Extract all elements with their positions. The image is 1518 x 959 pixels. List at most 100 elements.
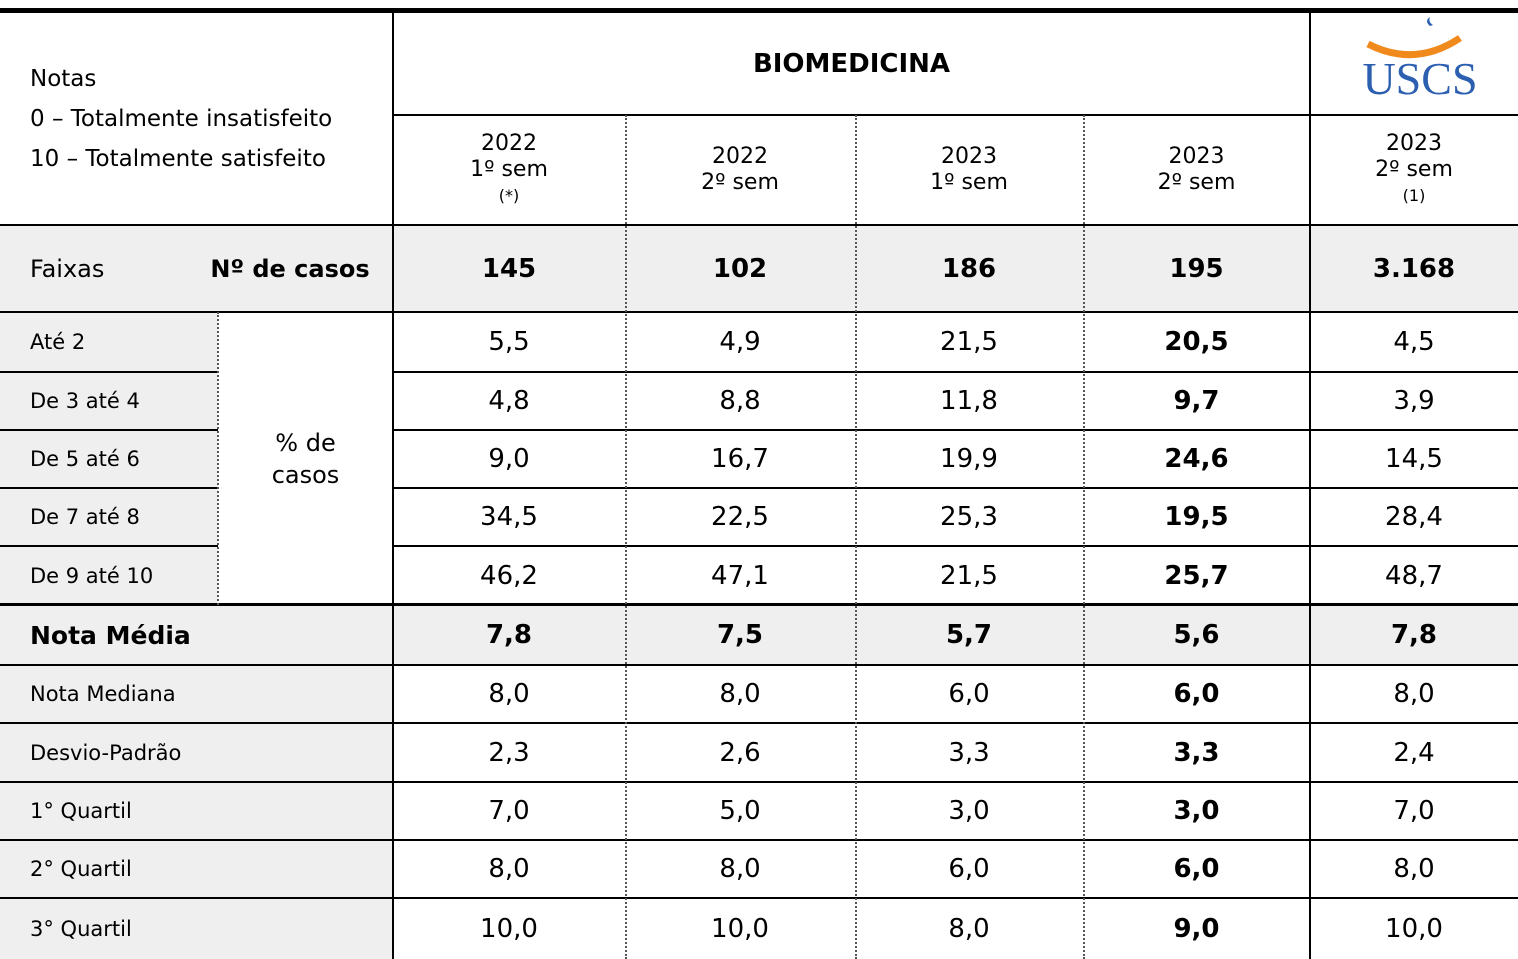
rule [0, 664, 1518, 666]
column-header: 2022 1º sem (*) [393, 115, 625, 225]
stat-value: 5,7 [945, 620, 993, 650]
column-note: (1) [1402, 186, 1426, 205]
stat-value: 6,0 [1173, 854, 1220, 884]
rule [0, 487, 218, 489]
rule [393, 429, 1518, 431]
dotted-rule [1083, 115, 1085, 959]
column-semester: 2º sem [701, 170, 779, 195]
range-value: 4,8 [488, 386, 530, 416]
stat-value: 2,6 [719, 737, 761, 768]
range-value: 47,1 [711, 560, 769, 591]
stat-value: 5,0 [719, 796, 761, 826]
dotted-rule [625, 115, 627, 959]
rule [393, 545, 1518, 547]
rule [393, 114, 1518, 116]
stat-label: 1° Quartil [0, 782, 393, 840]
stat-value: 8,0 [719, 679, 761, 709]
range-value: 19,9 [940, 444, 998, 474]
stat-value: 8,0 [488, 854, 530, 884]
range-value: 22,5 [711, 502, 769, 532]
stat-label: 3° Quartil [0, 898, 393, 959]
rule [393, 487, 1518, 489]
cases-sublabel: Nº de casos [210, 254, 370, 283]
column-header: 2023 1º sem [855, 115, 1083, 225]
stat-value: 10,0 [1385, 913, 1443, 944]
notes-legend: Notas 0 – Totalmente insatisfeito 10 – T… [0, 12, 393, 225]
stat-value: 7,8 [1390, 620, 1438, 650]
range-value: 16,7 [711, 444, 769, 474]
range-value: 19,5 [1164, 502, 1229, 532]
stat-value: 2,3 [488, 737, 530, 768]
stat-value: 2,4 [1393, 737, 1435, 768]
cases-label: Faixas [30, 254, 105, 283]
dotted-rule [217, 312, 219, 605]
rule [0, 839, 1518, 841]
range-value: 3,9 [1393, 386, 1435, 416]
cases-value: 102 [712, 253, 768, 284]
stat-label: Desvio-Padrão [0, 723, 393, 782]
rule [0, 371, 218, 373]
stat-value: 6,0 [1173, 679, 1220, 709]
rule [0, 781, 1518, 783]
dotted-rule [855, 115, 857, 959]
range-label: De 9 até 10 [0, 546, 218, 605]
stat-value: 8,0 [948, 913, 990, 944]
stat-value: 8,0 [488, 679, 530, 709]
range-group-label: % de casos [271, 428, 340, 489]
rule [0, 603, 1518, 606]
rule [0, 429, 218, 431]
stat-value: 7,0 [1393, 796, 1435, 826]
cases-value: 195 [1169, 253, 1224, 284]
cases-value: 186 [941, 253, 997, 284]
range-value: 9,0 [488, 444, 530, 474]
range-label: De 5 até 6 [0, 430, 218, 488]
range-label: Até 2 [0, 312, 218, 372]
column-header: 2022 2º sem [625, 115, 855, 225]
stat-value: 8,0 [1393, 679, 1435, 709]
rule [392, 10, 394, 959]
range-value: 48,7 [1385, 560, 1443, 591]
row-bg [0, 225, 1518, 312]
column-header: 2023 2º sem [1083, 115, 1310, 225]
stat-value: 7,0 [488, 796, 530, 826]
rule [0, 897, 1518, 899]
range-value: 8,8 [719, 386, 761, 416]
range-value: 21,5 [940, 327, 998, 357]
range-label: De 3 até 4 [0, 372, 218, 430]
range-value: 25,3 [940, 502, 998, 532]
column-header: 2023 2º sem (1) [1310, 115, 1518, 225]
column-year: 2022 [481, 131, 537, 156]
range-value: 4,5 [1393, 327, 1435, 357]
stat-value: 10,0 [711, 913, 769, 944]
range-value: 11,8 [940, 386, 998, 416]
rule [393, 371, 1518, 373]
logo-arc [1366, 35, 1462, 59]
range-value: 20,5 [1164, 327, 1229, 357]
stat-label: 2° Quartil [0, 840, 393, 898]
range-value: 9,7 [1173, 386, 1220, 416]
stat-label: Nota Mediana [0, 665, 393, 723]
notes-line: 0 – Totalmente insatisfeito [30, 105, 333, 132]
range-value: 25,7 [1164, 560, 1229, 591]
range-value: 5,5 [488, 327, 530, 357]
column-year: 2022 [712, 144, 768, 169]
range-value: 4,9 [719, 327, 761, 357]
stat-value: 3,3 [1173, 737, 1220, 768]
stat-value: 3,0 [948, 796, 990, 826]
range-label: De 7 até 8 [0, 488, 218, 546]
column-year: 2023 [941, 144, 997, 169]
stat-value: 6,0 [948, 679, 990, 709]
stat-value: 5,6 [1173, 620, 1220, 650]
stat-value: 8,0 [1393, 854, 1435, 884]
range-value: 21,5 [940, 560, 998, 591]
column-semester: 1º sem [470, 157, 548, 182]
stat-value: 9,0 [1173, 913, 1220, 944]
stat-value: 3,0 [1173, 796, 1220, 826]
stat-value: 6,0 [948, 854, 990, 884]
column-year: 2023 [1386, 131, 1442, 156]
stat-value: 10,0 [480, 913, 538, 944]
column-semester: 1º sem [930, 170, 1008, 195]
logo-text: USCS [1362, 53, 1477, 104]
rule [0, 545, 218, 547]
